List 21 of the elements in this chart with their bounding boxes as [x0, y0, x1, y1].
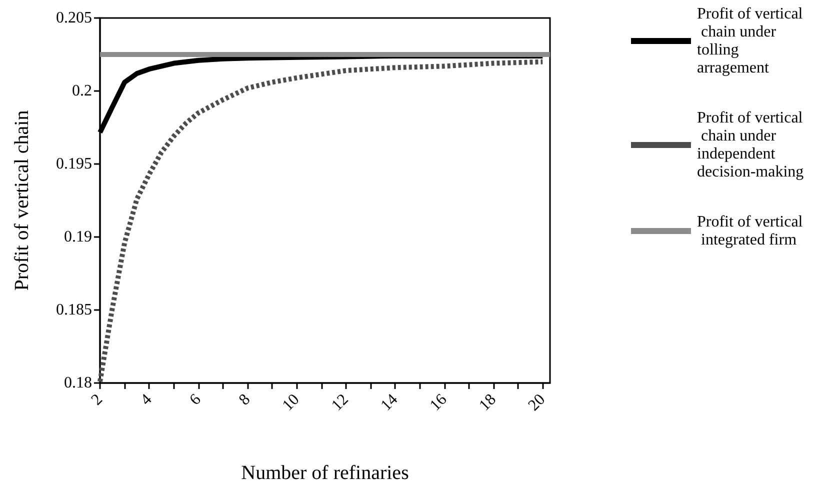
x-tick-label: 12 — [328, 390, 352, 414]
x-tick-label: 18 — [476, 390, 500, 414]
x-tick-label: 10 — [279, 390, 303, 414]
x-tick-label: 8 — [236, 390, 254, 409]
legend-label: Profit of vertical chain under independent decision-making — [697, 110, 804, 180]
x-axis-title: Number of refinaries — [241, 462, 410, 484]
x-tick-label: 14 — [378, 390, 402, 414]
y-tick-label: 0.205 — [56, 10, 92, 26]
x-tick-label: 6 — [186, 390, 204, 409]
x-tick-label: 20 — [525, 390, 549, 414]
x-tick-label: 4 — [138, 390, 156, 409]
x-tick-label: 16 — [426, 390, 450, 414]
legend-label: Profit of vertical chain under tolling arragement — [697, 6, 804, 76]
y-tick-label: 0.18 — [64, 374, 92, 392]
y-tick-label: 0.195 — [56, 156, 92, 172]
legend-label: Profit of vertical integrated firm — [697, 214, 804, 248]
x-tick-label: 2 — [88, 390, 106, 409]
y-axis-title: Profit of vertical chain — [11, 110, 33, 291]
y-tick-label: 0.19 — [64, 228, 92, 246]
y-tick-label: 0.185 — [56, 302, 92, 318]
y-tick-label: 0.2 — [72, 82, 92, 100]
